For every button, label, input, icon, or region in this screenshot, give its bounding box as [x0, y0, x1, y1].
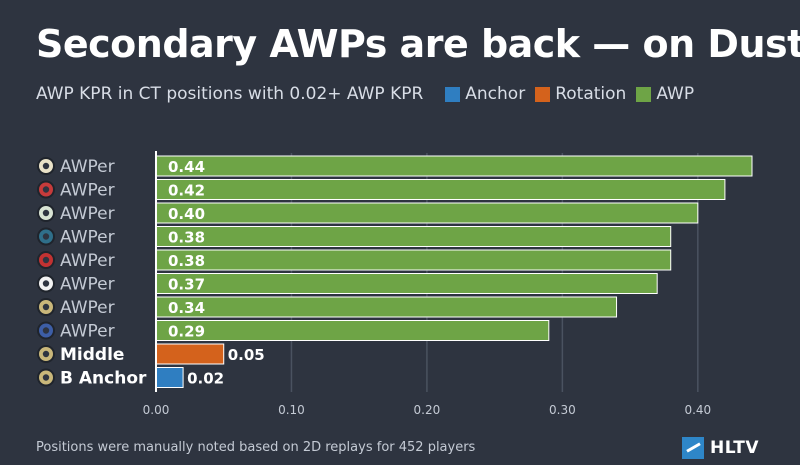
bar	[155, 179, 726, 200]
legend-label-awp: AWP	[656, 84, 695, 104]
hltv-logo-icon	[682, 437, 704, 459]
category-label: AWPer	[60, 298, 115, 318]
team-logo-icon-center	[42, 256, 50, 264]
category-label: Middle	[60, 345, 124, 365]
bar	[155, 249, 672, 271]
bar	[155, 155, 753, 177]
bar-value-label: 0.34	[168, 299, 205, 317]
bar-value-label: 0.05	[228, 346, 265, 364]
legend-label-anchor: Anchor	[465, 84, 526, 104]
bar-value-label: 0.44	[168, 158, 205, 176]
bar-value-label: 0.38	[168, 252, 205, 270]
legend-item-anchor: Anchor	[445, 84, 525, 104]
bar-value-label: 0.38	[168, 229, 205, 247]
legend-swatch-rotation	[535, 86, 551, 102]
hltv-logo-text: HLTV	[710, 438, 759, 458]
bar-value-label: 0.42	[168, 182, 205, 200]
chart-subtitle: AWP KPR in CT positions with 0.02+ AWP K…	[36, 84, 424, 104]
category-label: AWPer	[60, 157, 115, 177]
team-logo-icon-center	[42, 162, 50, 170]
bar-value-label: 0.02	[187, 370, 224, 388]
legend-item-rotation: Rotation	[535, 84, 626, 104]
legend-label-rotation: Rotation	[555, 84, 627, 104]
category-label: AWPer	[60, 181, 115, 201]
x-tick-label: 0.20	[414, 403, 441, 417]
team-logo-icon-center	[42, 186, 50, 193]
legend-item-awp: AWP	[636, 84, 694, 104]
x-tick-label: 0.30	[549, 403, 576, 417]
chart-title: Secondary AWPs are back — on Dust2	[36, 22, 800, 66]
category-label: B Anchor	[60, 369, 147, 389]
bar	[155, 226, 672, 247]
team-logo-icon-center	[42, 209, 50, 217]
bar	[155, 343, 225, 365]
category-label: AWPer	[60, 275, 115, 295]
team-logo-icon-center	[42, 303, 50, 311]
category-label: AWPer	[60, 251, 115, 271]
bar-value-label: 0.40	[168, 205, 205, 223]
bar-value-label: 0.37	[168, 276, 205, 294]
team-logo-icon-center	[42, 350, 50, 358]
team-logo-icon-center	[42, 280, 50, 287]
bar	[155, 202, 699, 224]
footer-note: Positions were manually noted based on 2…	[36, 440, 476, 455]
team-logo-icon-center	[42, 233, 50, 240]
bar	[155, 273, 658, 294]
team-logo-icon-center	[42, 374, 50, 381]
subtitle-row: AWP KPR in CT positions with 0.02+ AWP K…	[36, 84, 704, 104]
category-label: AWPer	[60, 204, 115, 224]
category-label: AWPer	[60, 322, 115, 342]
x-tick-label: 0.40	[684, 403, 711, 417]
bar	[155, 296, 618, 318]
hltv-logo: HLTV	[682, 437, 759, 459]
legend-swatch-awp	[636, 86, 652, 102]
bar-value-label: 0.29	[168, 323, 205, 341]
bar	[155, 367, 184, 388]
legend-swatch-anchor	[445, 86, 461, 102]
bar	[155, 320, 550, 341]
x-tick-label: 0.00	[143, 403, 170, 417]
x-tick-label: 0.10	[278, 403, 305, 417]
category-label: AWPer	[60, 228, 115, 248]
team-logo-icon-center	[42, 327, 50, 334]
